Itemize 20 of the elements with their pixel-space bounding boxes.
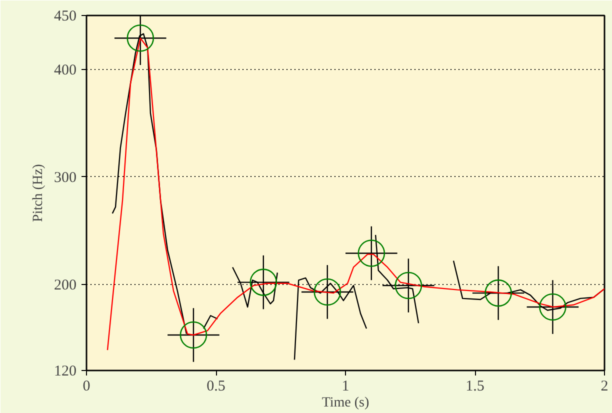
point — [484, 279, 512, 307]
y-tick-label: 120 — [54, 364, 76, 380]
x-tick-label: 2 — [600, 378, 608, 394]
point — [314, 278, 342, 306]
x-axis-title: Time (s) — [322, 396, 370, 410]
y-tick-label: 300 — [54, 170, 76, 186]
point — [180, 321, 208, 349]
x-tick-label: 0 — [82, 378, 90, 394]
point — [539, 293, 566, 321]
y-tick-label: 400 — [54, 62, 76, 78]
point — [358, 240, 386, 267]
x-tick-label: 1.5 — [466, 378, 484, 394]
point — [250, 268, 278, 296]
y-tick-label: 200 — [54, 277, 76, 294]
point — [394, 272, 422, 300]
x-tick-label: 0.5 — [206, 378, 226, 394]
y-tick-label: 450 — [54, 8, 76, 24]
y-axis-title: Pitch (Hz) — [31, 164, 46, 222]
point — [126, 24, 154, 52]
x-tick-label: 1 — [342, 378, 350, 394]
